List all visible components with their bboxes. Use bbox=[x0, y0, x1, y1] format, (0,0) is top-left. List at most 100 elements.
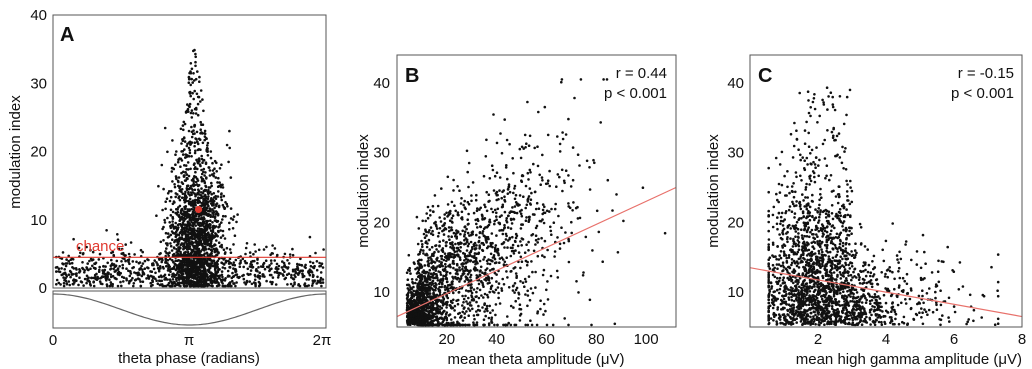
panel-a-data-point bbox=[128, 274, 132, 278]
panel-a-data-point bbox=[201, 242, 204, 246]
panel-b-data-point bbox=[518, 194, 522, 197]
panel-a-data-point bbox=[179, 157, 183, 161]
panel-b-data-point bbox=[478, 259, 482, 263]
panel-c-data-point bbox=[805, 120, 808, 124]
panel-c-data-point bbox=[862, 319, 865, 323]
panel-a-data-point bbox=[203, 257, 206, 261]
panel-b-p-value: p < 0.001 bbox=[604, 85, 667, 102]
panel-a-data-point bbox=[258, 282, 262, 285]
panel-b-data-point bbox=[461, 319, 465, 322]
panel-a-data-point bbox=[253, 278, 257, 282]
panel-b-data-point bbox=[415, 300, 418, 303]
panel-b-data-point bbox=[534, 226, 538, 230]
panel-a-data-point bbox=[65, 258, 68, 261]
panel-b-data-point bbox=[527, 144, 531, 147]
panel-a-data-point bbox=[187, 81, 191, 84]
panel-a-data-point bbox=[202, 167, 206, 171]
panel-b-data-point bbox=[561, 137, 565, 141]
panel-a-data-point bbox=[149, 281, 152, 285]
panel-a-data-point bbox=[194, 214, 198, 218]
panel-a-data-point bbox=[119, 280, 122, 284]
panel-b-data-point bbox=[484, 268, 488, 272]
panel-b-data-point bbox=[485, 276, 488, 280]
panel-c-data-point bbox=[897, 270, 900, 273]
panel-a-data-point bbox=[190, 109, 194, 112]
panel-b-data-point bbox=[417, 227, 421, 230]
panel-a-data-point bbox=[68, 283, 71, 287]
panel-a-data-point bbox=[109, 273, 113, 276]
panel-a-data-point bbox=[287, 262, 291, 265]
panel-a-data-point bbox=[308, 235, 312, 239]
panel-a-data-point bbox=[210, 181, 213, 185]
panel-a-data-point bbox=[182, 128, 185, 132]
panel-b-data-point bbox=[523, 277, 527, 281]
panel-b-data-point bbox=[440, 316, 443, 320]
panel-b-data-point bbox=[511, 157, 514, 160]
panel-b-data-point bbox=[449, 323, 453, 327]
panel-b-data-point bbox=[496, 251, 499, 254]
panel-a-data-point bbox=[175, 277, 178, 281]
panel-a-data-point bbox=[62, 272, 65, 275]
panel-a-data-point bbox=[171, 220, 174, 223]
panel-b-data-point bbox=[474, 198, 478, 202]
panel-a-data-point bbox=[195, 247, 199, 251]
panel-b-data-point bbox=[463, 233, 467, 236]
panel-b-data-point bbox=[493, 208, 497, 212]
panel-a-data-point bbox=[193, 48, 196, 52]
panel-a-data-point bbox=[221, 203, 225, 207]
panel-a-data-point bbox=[169, 214, 173, 217]
panel-a-data-point bbox=[300, 263, 303, 267]
panel-a-data-point bbox=[153, 259, 156, 262]
panel-a-data-point bbox=[179, 250, 182, 254]
panel-a-data-point bbox=[194, 170, 197, 174]
panel-a-data-point bbox=[275, 270, 279, 273]
panel-b-data-point bbox=[475, 323, 479, 327]
panel-b-data-point bbox=[534, 286, 537, 289]
panel-b-data-point bbox=[599, 121, 602, 124]
panel-b-data-point bbox=[467, 290, 471, 293]
panel-b-data-point bbox=[500, 214, 503, 217]
panel-a-data-point bbox=[315, 260, 319, 263]
panel-b-data-point bbox=[491, 168, 495, 172]
panel-b-data-point bbox=[527, 178, 530, 181]
panel-b-data-point bbox=[482, 227, 486, 231]
panel-b-data-point bbox=[575, 280, 578, 283]
panel-a-data-point bbox=[180, 262, 183, 265]
panel-b-data-point bbox=[431, 316, 434, 319]
panel-b-data-point bbox=[506, 315, 509, 318]
panel-b-data-point bbox=[502, 189, 506, 192]
panel-a-data-point bbox=[205, 220, 209, 223]
panel-b-data-point bbox=[470, 283, 473, 286]
panel-b-data-point bbox=[406, 287, 410, 290]
panel-b-data-point bbox=[440, 285, 444, 289]
panel-b-data-point bbox=[507, 183, 511, 186]
panel-b-data-point bbox=[512, 306, 515, 309]
panel-b-data-point bbox=[436, 235, 440, 238]
panel-b-data-point bbox=[438, 244, 441, 248]
panel-c-data-point bbox=[845, 208, 848, 211]
panel-a-data-point bbox=[61, 251, 65, 254]
panel-a-data-point bbox=[190, 135, 194, 139]
panel-a-data-point bbox=[210, 245, 214, 248]
panel-b-data-point bbox=[423, 277, 427, 280]
panel-a-data-point bbox=[139, 248, 143, 252]
panel-a-data-point bbox=[187, 252, 191, 256]
panel-a-data-point bbox=[60, 267, 63, 270]
panel-b-data-point bbox=[475, 222, 478, 226]
panel-a-data-point bbox=[301, 269, 305, 273]
panel-a-data-point bbox=[202, 158, 206, 162]
panel-a-data-point bbox=[184, 207, 187, 210]
panel-a-data-point bbox=[265, 279, 268, 283]
panel-b-data-point bbox=[481, 214, 484, 218]
panel-a-data-point bbox=[182, 216, 186, 220]
panel-b-data-point bbox=[432, 271, 436, 275]
panel-a-data-point bbox=[213, 206, 216, 210]
panel-b-data-point bbox=[486, 282, 490, 285]
panel-b-data-point bbox=[478, 270, 482, 273]
panel-b-data-point bbox=[488, 262, 492, 266]
panel-a-data-point bbox=[220, 198, 223, 202]
panel-a-data-point bbox=[183, 140, 187, 143]
panel-b-data-point bbox=[433, 294, 436, 298]
panel-a-data-point bbox=[239, 259, 242, 263]
panel-a-data-point bbox=[189, 83, 192, 87]
